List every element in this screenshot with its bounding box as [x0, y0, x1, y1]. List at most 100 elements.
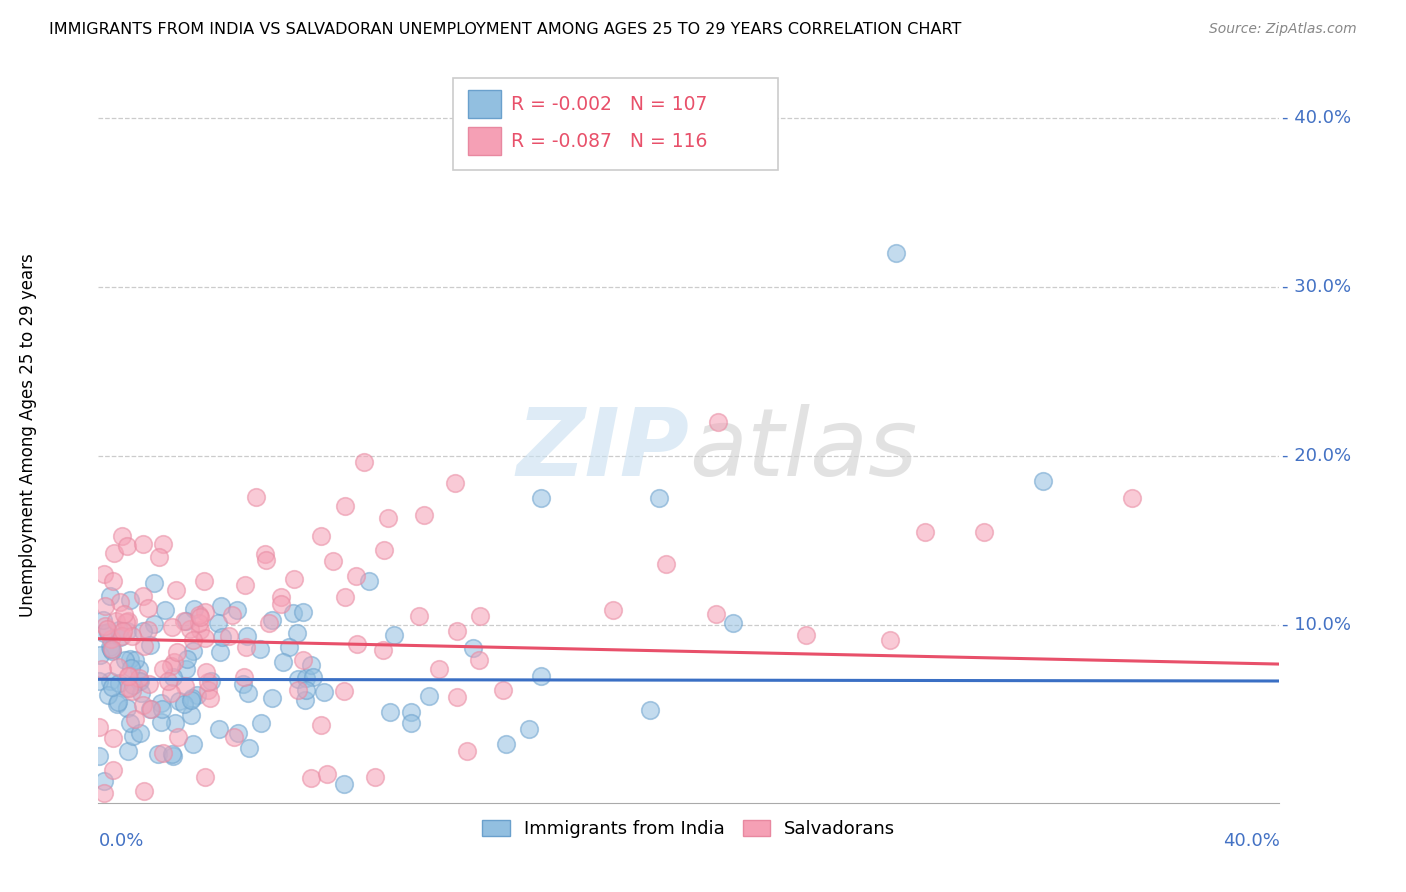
- Point: [128, 674, 150, 689]
- Point: [121, 729, 143, 743]
- Point: [103, 546, 125, 560]
- Point: [114, 681, 136, 695]
- Point: [166, 645, 188, 659]
- Point: [100, 673, 122, 688]
- Point: [160, 659, 183, 673]
- Point: [115, 701, 138, 715]
- Point: [155, 603, 177, 617]
- Point: [138, 677, 160, 691]
- Point: [180, 708, 202, 723]
- Point: [443, 476, 465, 491]
- Point: [97, 688, 120, 702]
- FancyBboxPatch shape: [468, 90, 501, 119]
- Point: [287, 683, 309, 698]
- Point: [707, 415, 730, 429]
- Point: [128, 671, 150, 685]
- Point: [93, 786, 115, 800]
- Point: [311, 529, 333, 543]
- Point: [163, 655, 186, 669]
- Point: [380, 705, 402, 719]
- Point: [167, 693, 190, 707]
- Point: [224, 730, 246, 744]
- Point: [294, 693, 316, 707]
- Point: [176, 651, 198, 665]
- Point: [100, 680, 122, 694]
- Text: ZIP: ZIP: [516, 403, 689, 496]
- Point: [270, 597, 292, 611]
- Point: [914, 525, 936, 540]
- Point: [173, 679, 195, 693]
- Point: [245, 490, 267, 504]
- Point: [468, 609, 491, 624]
- Point: [260, 613, 283, 627]
- Point: [107, 695, 129, 709]
- Point: [209, 599, 232, 614]
- Point: [105, 614, 128, 628]
- Point: [181, 644, 204, 658]
- Text: atlas: atlas: [689, 404, 917, 495]
- Point: [114, 652, 136, 666]
- Point: [162, 670, 184, 684]
- Point: [283, 606, 305, 620]
- Text: IMMIGRANTS FROM INDIA VS SALVADORAN UNEMPLOYMENT AMONG AGES 25 TO 29 YEARS CORRE: IMMIGRANTS FROM INDIA VS SALVADORAN UNEM…: [49, 22, 962, 37]
- Point: [364, 770, 387, 784]
- Point: [143, 575, 166, 590]
- Text: - 20.0%: - 20.0%: [1282, 447, 1351, 465]
- Point: [97, 625, 120, 640]
- Point: [517, 722, 540, 736]
- Point: [235, 640, 257, 654]
- Point: [194, 770, 217, 784]
- Point: [233, 670, 256, 684]
- Point: [152, 662, 174, 676]
- Point: [399, 705, 422, 719]
- Point: [312, 684, 335, 698]
- Point: [152, 746, 174, 760]
- Point: [143, 616, 166, 631]
- Point: [495, 737, 517, 751]
- Point: [973, 525, 995, 540]
- Point: [103, 574, 125, 588]
- Point: [176, 614, 198, 628]
- Point: [93, 626, 115, 640]
- Point: [181, 737, 204, 751]
- Point: [879, 632, 901, 647]
- Point: [253, 547, 276, 561]
- Point: [124, 712, 146, 726]
- Point: [165, 582, 187, 597]
- Point: [270, 590, 292, 604]
- Text: - 10.0%: - 10.0%: [1282, 616, 1351, 634]
- Point: [115, 539, 138, 553]
- Point: [299, 658, 322, 673]
- Point: [180, 691, 202, 706]
- Point: [721, 616, 744, 631]
- Point: [139, 702, 162, 716]
- Point: [150, 702, 173, 716]
- Point: [160, 686, 183, 700]
- Point: [309, 718, 332, 732]
- Point: [344, 569, 367, 583]
- Text: - 40.0%: - 40.0%: [1282, 109, 1351, 127]
- Point: [162, 747, 184, 761]
- Text: - 30.0%: - 30.0%: [1282, 277, 1351, 296]
- Point: [111, 529, 134, 543]
- Point: [1121, 491, 1143, 506]
- Point: [208, 645, 231, 659]
- Point: [122, 678, 145, 692]
- Point: [373, 542, 395, 557]
- Point: [353, 455, 375, 469]
- Point: [294, 683, 316, 698]
- Point: [446, 690, 468, 704]
- Point: [156, 674, 179, 689]
- Point: [89, 673, 111, 688]
- Point: [124, 652, 146, 666]
- Point: [226, 726, 249, 740]
- Text: R = -0.087   N = 116: R = -0.087 N = 116: [510, 132, 707, 151]
- Point: [884, 246, 907, 260]
- Point: [162, 748, 184, 763]
- Point: [89, 648, 111, 662]
- Point: [120, 716, 142, 731]
- Point: [112, 607, 135, 622]
- Point: [139, 702, 162, 716]
- Point: [207, 616, 229, 631]
- Point: [382, 628, 405, 642]
